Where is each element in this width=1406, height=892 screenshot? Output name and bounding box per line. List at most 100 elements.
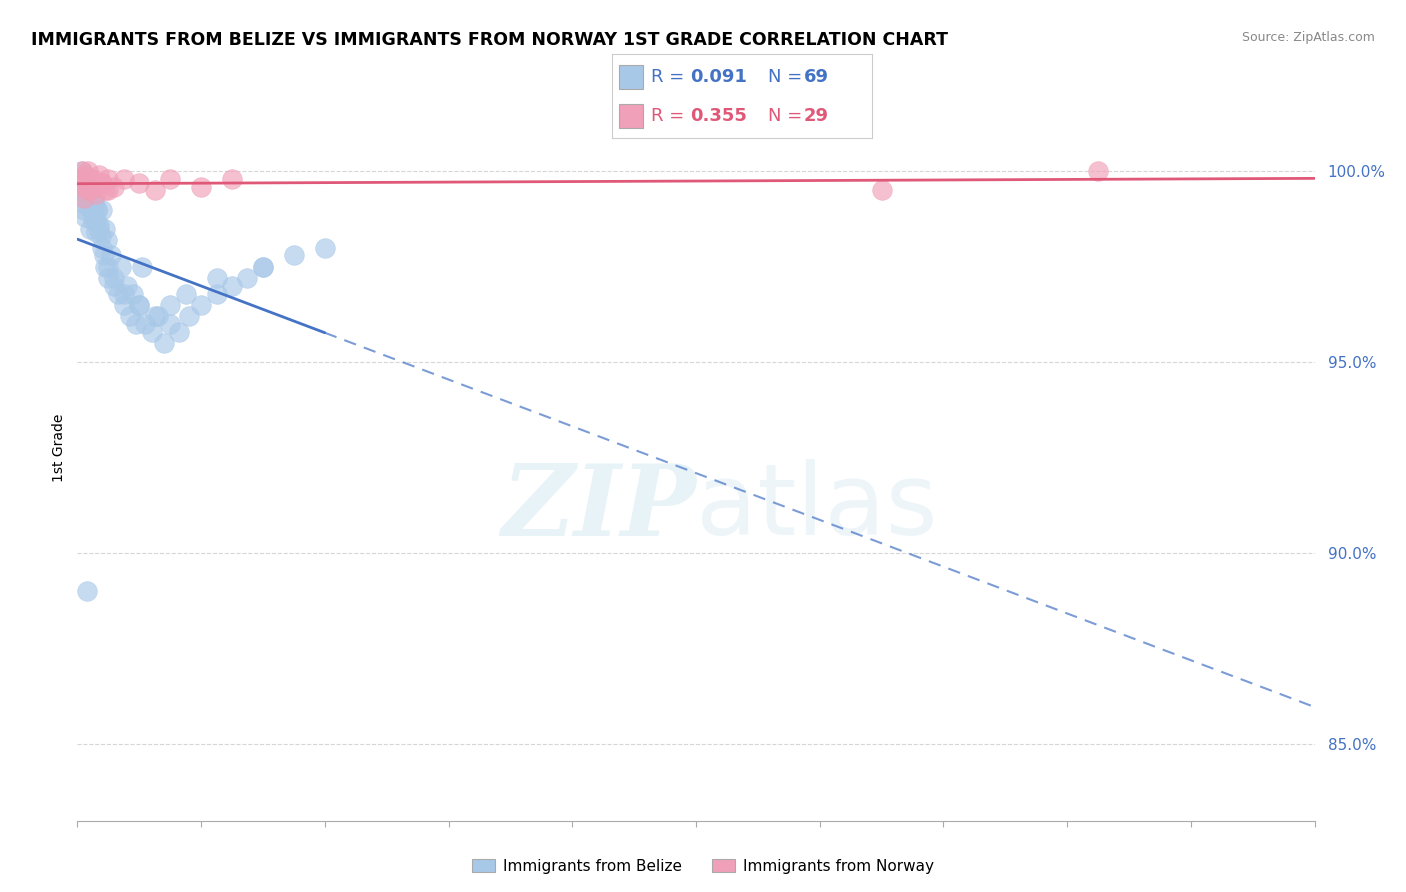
- Point: [76, 191, 98, 205]
- Point: [70, 183, 93, 197]
- Point: [87, 221, 110, 235]
- Point: [94, 183, 117, 197]
- Point: [75, 168, 96, 182]
- Point: [141, 325, 163, 339]
- Point: [86, 202, 108, 217]
- Text: 69: 69: [804, 69, 830, 87]
- Point: [125, 317, 148, 331]
- Point: [94, 221, 117, 235]
- Point: [76, 183, 98, 197]
- Point: [143, 183, 166, 197]
- Point: [118, 310, 141, 324]
- Point: [134, 317, 156, 331]
- FancyBboxPatch shape: [620, 65, 643, 89]
- Point: [115, 279, 138, 293]
- Point: [84, 214, 107, 228]
- Point: [94, 260, 117, 274]
- Point: [112, 298, 135, 312]
- Point: [79, 183, 101, 197]
- Point: [97, 183, 120, 197]
- Point: [86, 202, 108, 217]
- Point: [77, 164, 100, 178]
- Point: [252, 260, 274, 274]
- Point: [82, 179, 104, 194]
- Point: [112, 286, 135, 301]
- Point: [91, 241, 114, 255]
- Text: R =: R =: [651, 69, 689, 87]
- Point: [80, 202, 103, 217]
- Point: [236, 271, 259, 285]
- Point: [79, 183, 101, 197]
- Point: [221, 172, 243, 186]
- Point: [82, 206, 104, 220]
- Point: [169, 325, 191, 339]
- Point: [205, 271, 228, 285]
- Point: [314, 241, 336, 255]
- Point: [83, 194, 105, 209]
- Point: [70, 164, 93, 178]
- Point: [69, 172, 91, 186]
- Point: [205, 286, 228, 301]
- Point: [84, 187, 107, 202]
- Text: N =: N =: [768, 107, 807, 125]
- Point: [159, 298, 181, 312]
- Text: R =: R =: [651, 107, 689, 125]
- Point: [84, 226, 107, 240]
- Point: [283, 248, 305, 262]
- Point: [80, 199, 103, 213]
- Point: [91, 202, 114, 217]
- Y-axis label: 1st Grade: 1st Grade: [52, 414, 66, 483]
- Point: [83, 194, 105, 209]
- Point: [75, 187, 96, 202]
- Point: [153, 336, 176, 351]
- Text: ZIP: ZIP: [501, 459, 696, 556]
- Point: [97, 172, 120, 186]
- Point: [1087, 164, 1109, 178]
- Point: [870, 183, 893, 197]
- Point: [159, 317, 181, 331]
- Point: [131, 260, 153, 274]
- Point: [84, 179, 107, 194]
- Text: 0.091: 0.091: [690, 69, 747, 87]
- Point: [103, 271, 125, 285]
- Text: 0.355: 0.355: [690, 107, 747, 125]
- Point: [72, 191, 94, 205]
- Point: [93, 248, 115, 262]
- FancyBboxPatch shape: [620, 104, 643, 128]
- Point: [252, 260, 274, 274]
- Point: [72, 179, 94, 194]
- Point: [177, 310, 200, 324]
- Point: [75, 210, 96, 224]
- Point: [97, 271, 120, 285]
- Point: [190, 179, 212, 194]
- Point: [103, 179, 125, 194]
- Point: [128, 298, 150, 312]
- Point: [87, 168, 110, 182]
- Point: [174, 286, 197, 301]
- Point: [100, 248, 122, 262]
- Point: [112, 172, 135, 186]
- Point: [110, 260, 132, 274]
- Point: [91, 176, 114, 190]
- Point: [190, 298, 212, 312]
- Point: [87, 218, 110, 232]
- Point: [146, 310, 169, 324]
- Point: [97, 260, 120, 274]
- Point: [77, 199, 100, 213]
- Point: [107, 286, 129, 301]
- Point: [128, 176, 150, 190]
- Point: [143, 310, 166, 324]
- Text: 29: 29: [804, 107, 830, 125]
- Point: [77, 191, 100, 205]
- Point: [82, 172, 104, 186]
- Point: [221, 279, 243, 293]
- Point: [128, 298, 150, 312]
- Text: Source: ZipAtlas.com: Source: ZipAtlas.com: [1241, 31, 1375, 45]
- Point: [79, 172, 101, 186]
- Text: N =: N =: [768, 69, 807, 87]
- Point: [82, 214, 104, 228]
- Point: [76, 176, 98, 190]
- Point: [91, 176, 114, 190]
- Point: [103, 279, 125, 293]
- Point: [96, 233, 118, 247]
